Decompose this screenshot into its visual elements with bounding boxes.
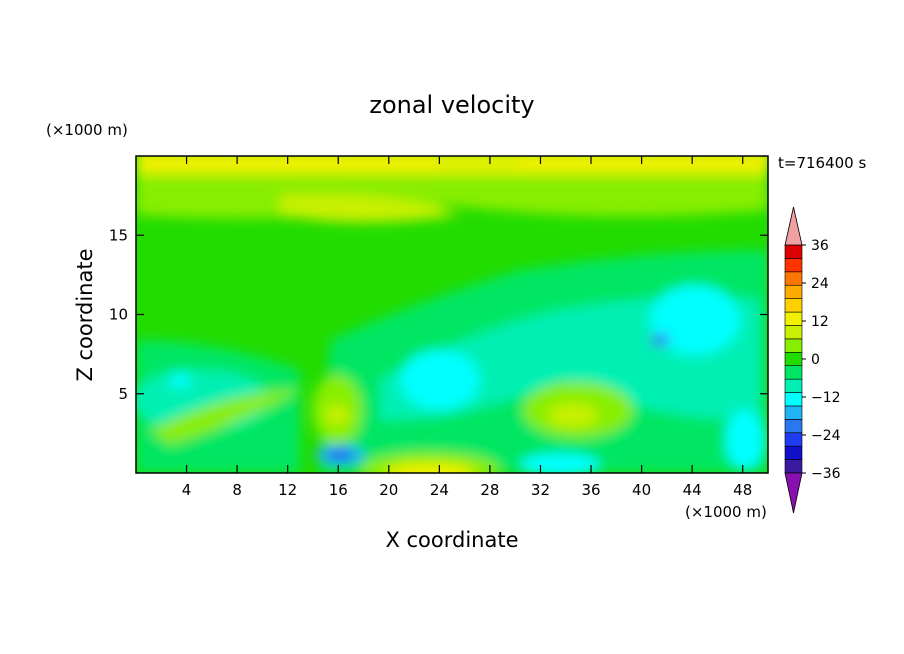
x-tick-label: 36 <box>581 481 600 499</box>
x-tick-label: 24 <box>430 481 449 499</box>
colorbar-segment <box>784 445 803 460</box>
colorbar-label: 24 <box>811 276 829 292</box>
x-tick-label: 28 <box>480 481 499 499</box>
y-tick-label: 10 <box>109 306 128 324</box>
y-tick-label: 5 <box>118 385 128 403</box>
colorbar-segment <box>784 338 803 353</box>
colorbar-segment <box>784 325 803 340</box>
y-axis-label: Z coordinate <box>73 248 97 381</box>
colorbar-label: −36 <box>811 466 841 482</box>
colorbar-segment <box>784 392 803 407</box>
x-axis: 4 8 12 16 20 24 28 32 36 40 44 48 <box>182 156 752 499</box>
x-tick-label: 4 <box>182 481 192 499</box>
y-tick-label: 15 <box>109 226 128 244</box>
colorbar-label: −12 <box>811 390 841 406</box>
x-tick-label: 20 <box>379 481 398 499</box>
x-axis-label: X coordinate <box>385 528 518 552</box>
colorbar-label: 0 <box>811 352 820 368</box>
time-label: t=716400 s <box>778 154 866 172</box>
colorbar-segment <box>784 365 803 380</box>
colorbar-segment <box>784 459 803 474</box>
colorbar-segment <box>784 284 803 299</box>
colorbar-segment <box>784 405 803 420</box>
colorbar-segment <box>784 432 803 447</box>
colorbar-segment <box>784 271 803 286</box>
y-axis: 5 10 15 <box>109 226 768 403</box>
colorbar-segment <box>784 351 803 367</box>
colorbar-segment <box>784 419 803 434</box>
colorbar-segment <box>784 378 803 393</box>
y-unit-label: (×1000 m) <box>46 121 128 139</box>
x-tick-label: 8 <box>232 481 242 499</box>
x-tick-label: 40 <box>632 481 651 499</box>
colorbar-label: 36 <box>811 238 829 254</box>
chart-title: zonal velocity <box>369 91 534 119</box>
colorbar: 36 24 12 0 −12 −24 −36 <box>784 206 841 514</box>
colorbar-label: 12 <box>811 314 829 330</box>
colorbar-segment <box>784 298 803 313</box>
x-tick-label: 44 <box>683 481 702 499</box>
x-tick-label: 12 <box>278 481 297 499</box>
colorbar-segment <box>784 311 803 326</box>
colorbar-max-arrow <box>784 206 803 246</box>
colorbar-min-arrow <box>784 472 803 514</box>
colorbar-label: −24 <box>811 428 841 444</box>
x-tick-label: 32 <box>531 481 550 499</box>
plot-area <box>136 156 768 473</box>
x-tick-label: 48 <box>733 481 752 499</box>
x-unit-label: (×1000 m) <box>685 503 767 521</box>
x-tick-label: 16 <box>329 481 348 499</box>
colorbar-segment <box>784 244 803 259</box>
colorbar-segment <box>784 258 803 273</box>
